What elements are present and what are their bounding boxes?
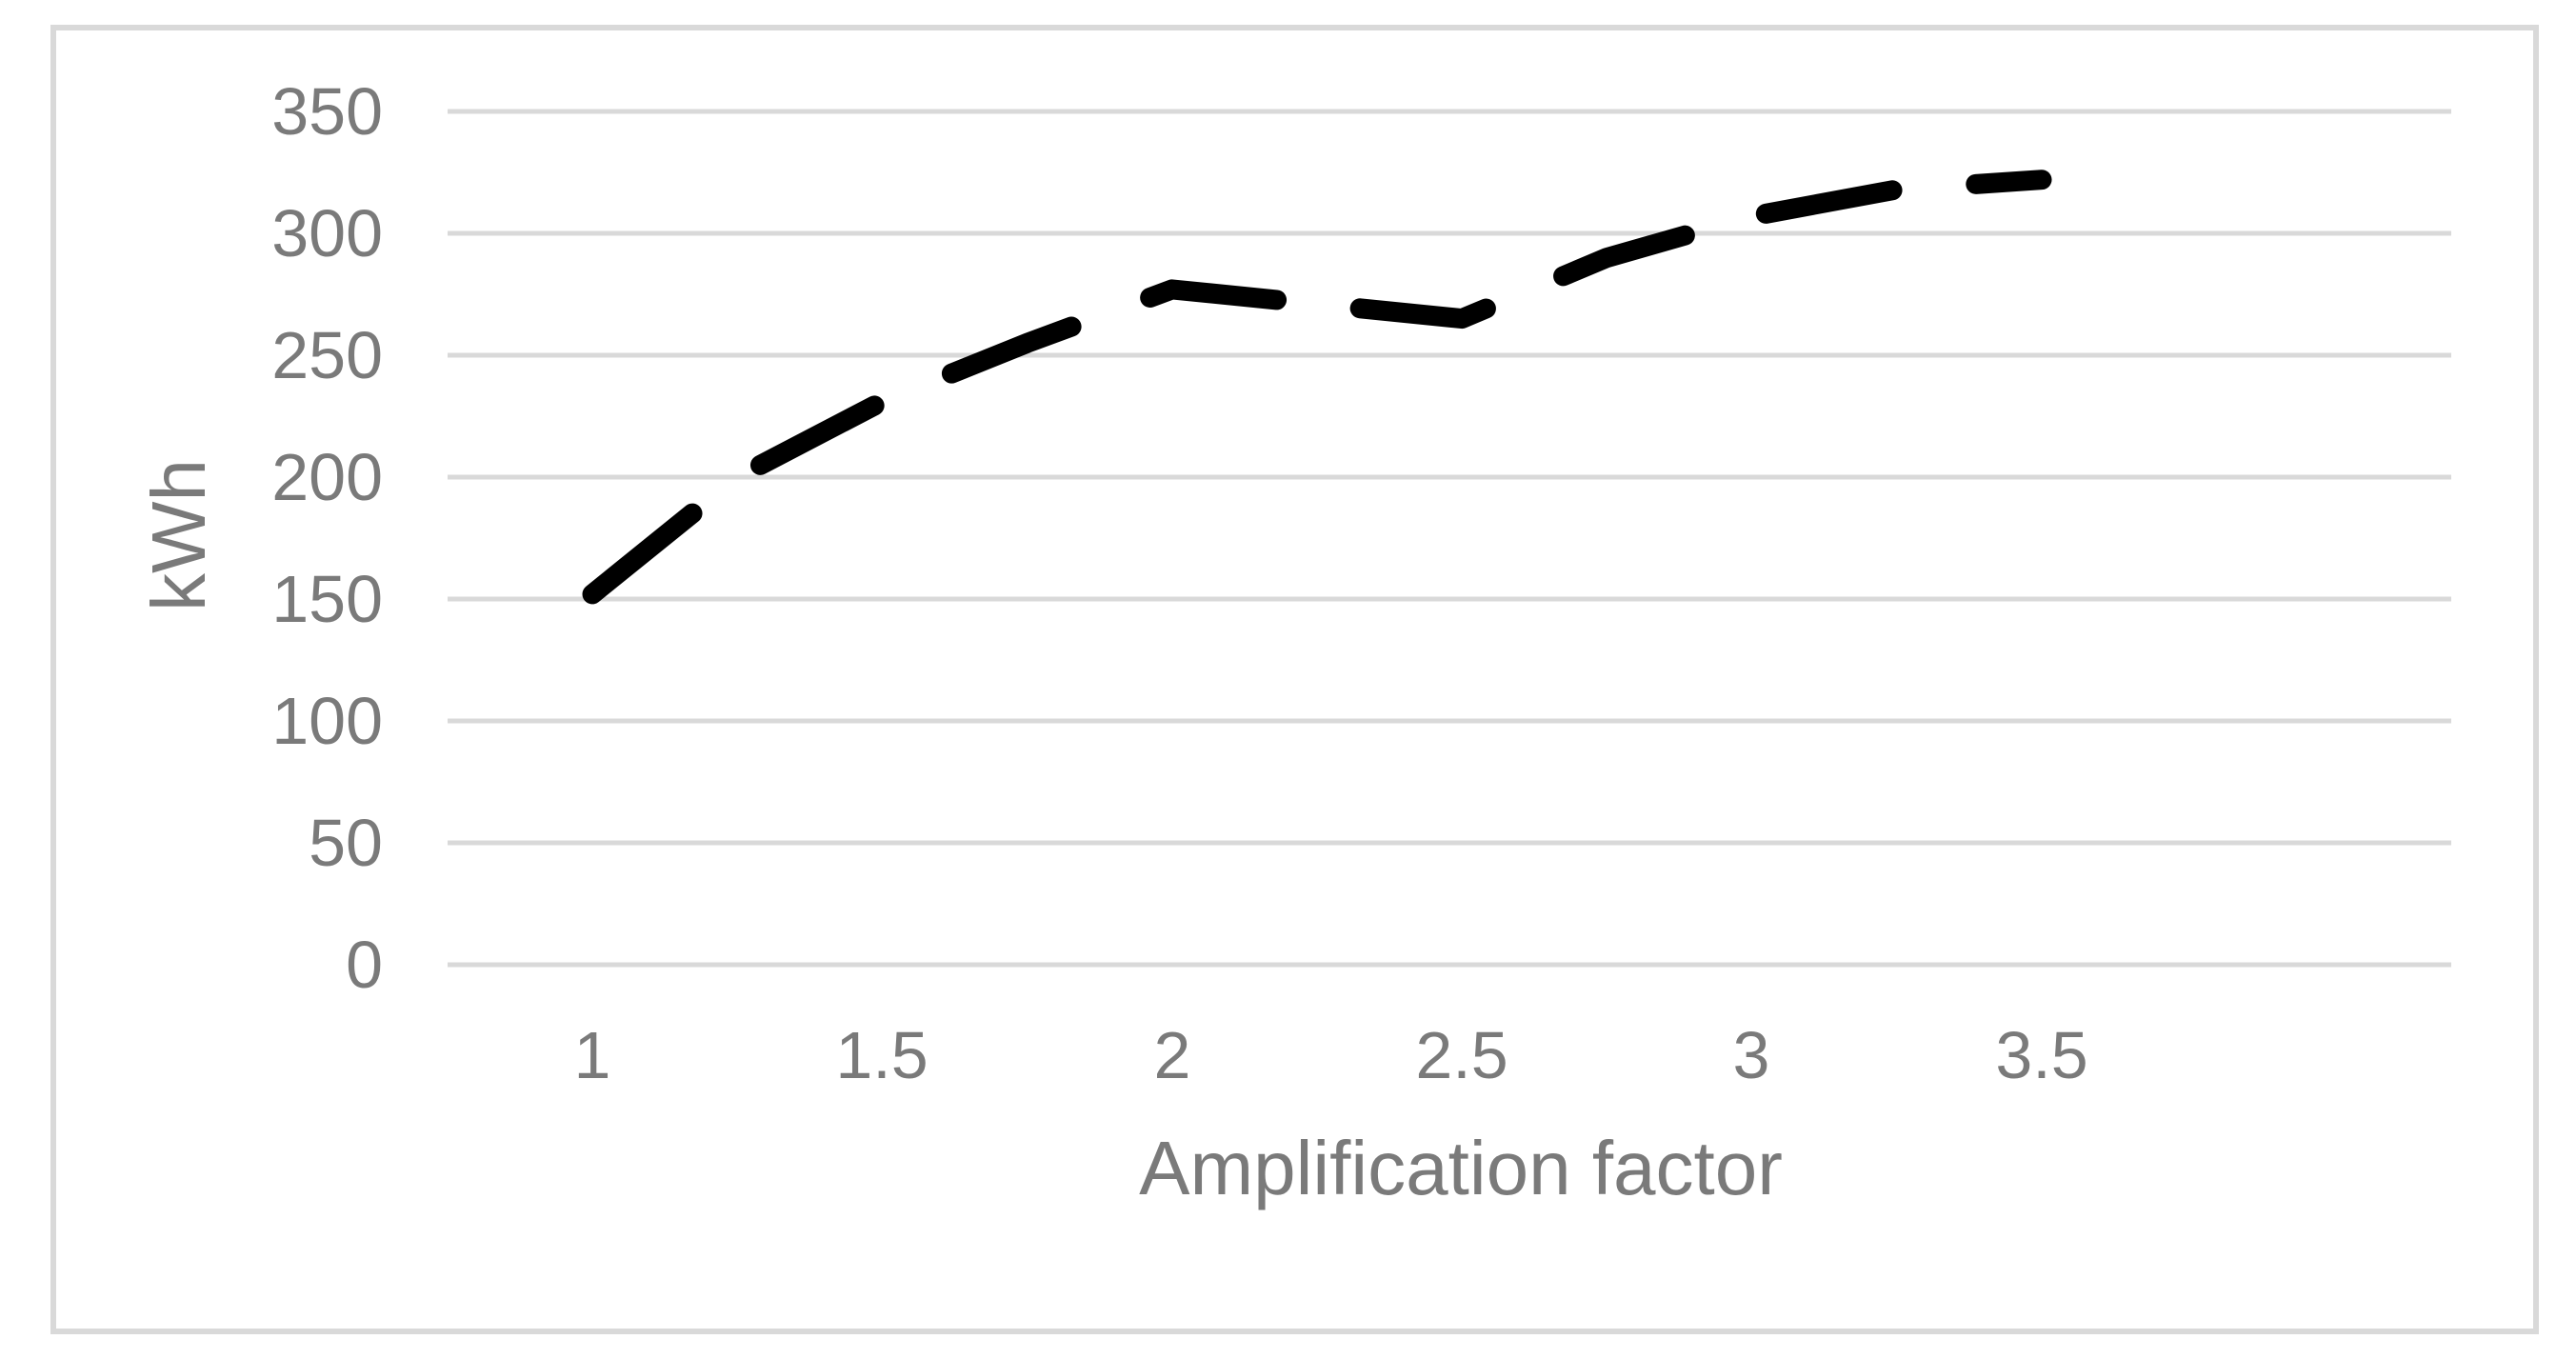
xtick-label: 1.5 — [835, 1018, 928, 1092]
y-axis-title: kWh — [136, 459, 221, 611]
x-axis-tick-labels: 1 1.5 2 2.5 3 3.5 — [574, 1018, 2088, 1092]
xtick-label: 1 — [574, 1018, 611, 1092]
y-axis-tick-labels: 350 300 250 200 150 100 50 0 — [271, 74, 383, 1002]
ytick-label: 250 — [271, 318, 383, 392]
chart-border — [50, 25, 2539, 1334]
xtick-label: 2 — [1154, 1018, 1191, 1092]
ytick-label: 100 — [271, 684, 383, 758]
ytick-label: 350 — [271, 74, 383, 149]
ytick-label: 200 — [271, 440, 383, 514]
xtick-label: 3.5 — [1995, 1018, 2087, 1092]
ytick-label: 300 — [271, 196, 383, 270]
x-axis-title: Amplification factor — [1139, 1126, 1783, 1210]
ytick-label: 50 — [309, 806, 383, 880]
gridlines — [448, 109, 2451, 968]
data-series-line — [582, 170, 2052, 605]
xtick-label: 3 — [1733, 1018, 1770, 1092]
ytick-label: 150 — [271, 562, 383, 636]
ytick-label: 0 — [346, 928, 383, 1002]
xtick-label: 2.5 — [1415, 1018, 1508, 1092]
